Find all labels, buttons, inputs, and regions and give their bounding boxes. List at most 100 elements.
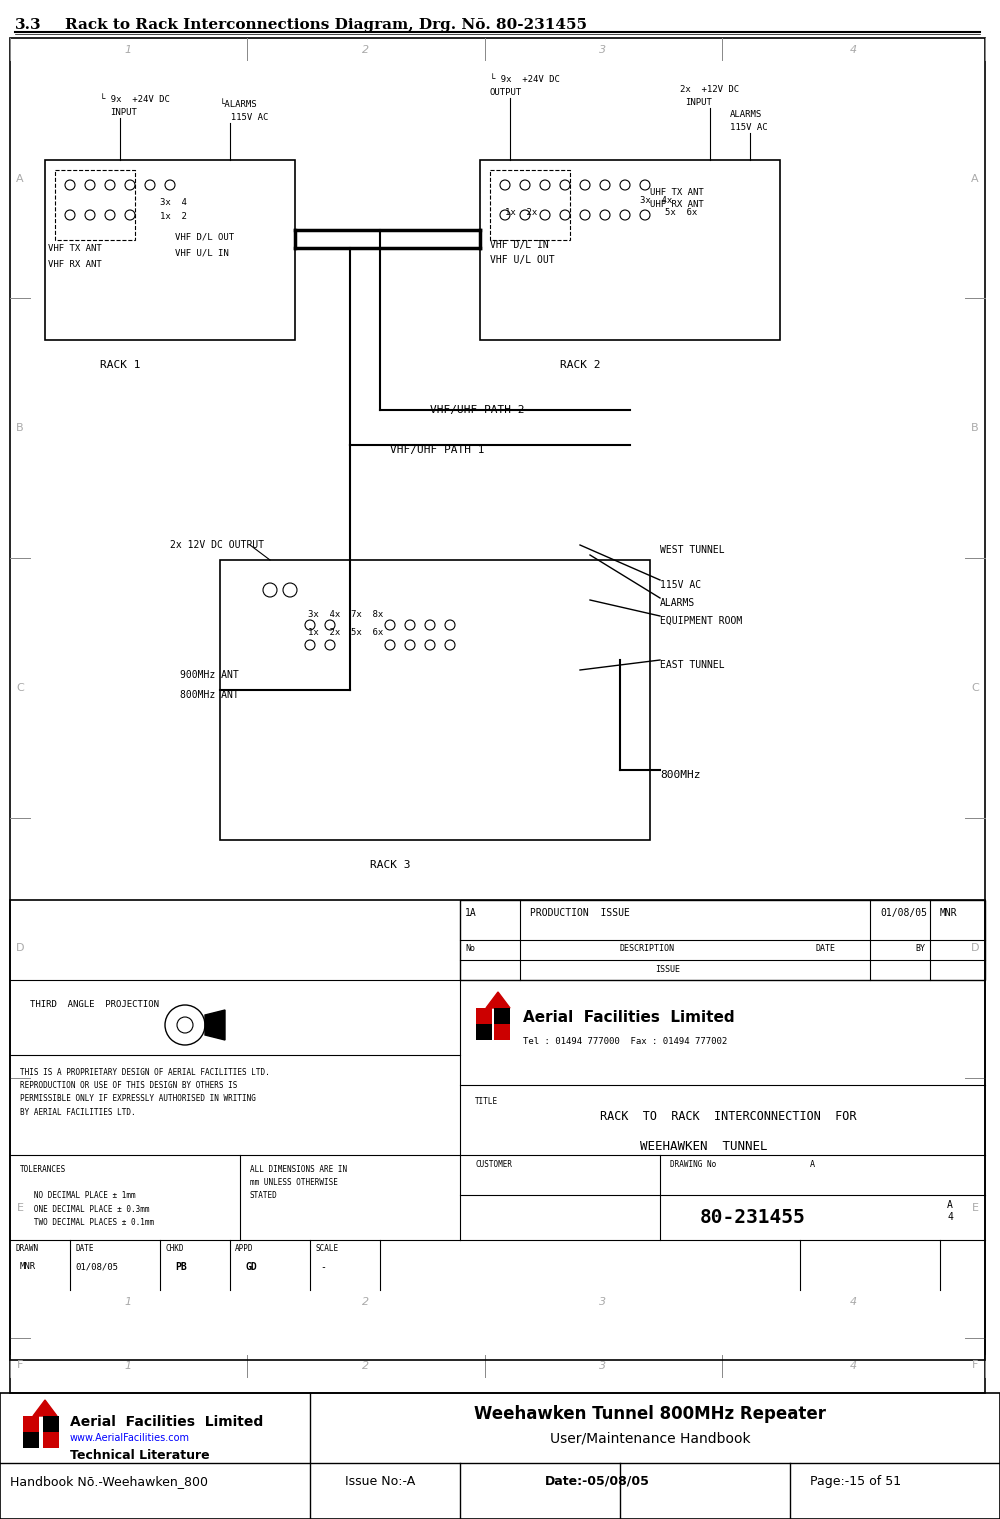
Text: C: C	[971, 684, 979, 693]
Text: OUTPUT: OUTPUT	[490, 88, 522, 97]
Polygon shape	[486, 992, 510, 1009]
Text: MNR: MNR	[940, 908, 958, 917]
Text: INPUT: INPUT	[685, 99, 712, 106]
Text: TOLERANCES

   NO DECIMAL PLACE ± 1mm
   ONE DECIMAL PLACE ± 0.3mm
   TWO DECIMA: TOLERANCES NO DECIMAL PLACE ± 1mm ONE DE…	[20, 1165, 154, 1227]
Text: PB: PB	[175, 1262, 187, 1271]
Text: 2: 2	[362, 46, 370, 55]
Text: └ 9x  +24V DC: └ 9x +24V DC	[490, 74, 560, 84]
Text: VHF D/L OUT: VHF D/L OUT	[175, 232, 234, 242]
Text: MNR: MNR	[20, 1262, 36, 1271]
Text: 3.3: 3.3	[15, 18, 42, 32]
Text: RACK  TO  RACK  INTERCONNECTION  FOR: RACK TO RACK INTERCONNECTION FOR	[600, 1110, 856, 1123]
Text: F: F	[972, 1360, 978, 1370]
Bar	[494, 1009, 510, 1024]
Bar	[10, 899, 985, 1360]
Text: 1: 1	[124, 46, 132, 55]
Bar	[43, 1416, 59, 1432]
Text: DESCRIPTION: DESCRIPTION	[620, 943, 675, 952]
Text: WEEHAWKEN  TUNNEL: WEEHAWKEN TUNNEL	[640, 1139, 768, 1153]
Text: PRODUCTION  ISSUE: PRODUCTION ISSUE	[530, 908, 630, 917]
Text: ALARMS: ALARMS	[660, 598, 695, 608]
Text: APPD: APPD	[235, 1244, 254, 1253]
Text: F: F	[17, 1360, 23, 1370]
Text: E: E	[16, 1203, 24, 1214]
Text: 3x  4: 3x 4	[160, 197, 187, 207]
Text: 1A: 1A	[465, 908, 477, 917]
Text: └ 9x  +24V DC: └ 9x +24V DC	[100, 96, 170, 103]
Bar	[10, 38, 985, 1393]
Text: VHF RX ANT: VHF RX ANT	[48, 260, 102, 269]
Text: 1: 1	[124, 1297, 132, 1306]
Text: E: E	[972, 1203, 978, 1214]
Text: WEST TUNNEL: WEST TUNNEL	[660, 545, 725, 554]
Text: 4: 4	[849, 46, 857, 55]
Text: BY: BY	[915, 943, 925, 952]
Text: DRAWING No: DRAWING No	[670, 1161, 716, 1170]
Text: VHF/UHF PATH 1: VHF/UHF PATH 1	[390, 445, 484, 456]
Text: 115V AC: 115V AC	[220, 112, 268, 122]
Text: 2x 12V DC OUTPUT: 2x 12V DC OUTPUT	[170, 539, 264, 550]
Text: 2: 2	[362, 1361, 370, 1372]
Text: 1x  2x: 1x 2x	[505, 208, 537, 217]
Text: 1x  2: 1x 2	[160, 213, 187, 220]
Text: RACK 3: RACK 3	[370, 860, 411, 870]
Text: └ALARMS: └ALARMS	[220, 100, 258, 109]
Text: 900MHz ANT: 900MHz ANT	[180, 670, 239, 681]
Text: 3: 3	[599, 1297, 607, 1306]
Bar	[480, 159, 780, 340]
Polygon shape	[33, 1401, 57, 1416]
Text: CHKD: CHKD	[165, 1244, 184, 1253]
Text: B: B	[971, 422, 979, 433]
Text: Page:-15 of 51: Page:-15 of 51	[810, 1475, 901, 1489]
Text: CUSTOMER: CUSTOMER	[475, 1161, 512, 1170]
Bar	[490, 170, 570, 240]
Text: User/Maintenance Handbook: User/Maintenance Handbook	[550, 1431, 750, 1445]
Text: Handbook Nō.-Weehawken_800: Handbook Nō.-Weehawken_800	[10, 1475, 208, 1489]
Text: ALARMS: ALARMS	[730, 109, 762, 118]
Text: 01/08/05: 01/08/05	[880, 908, 927, 917]
Text: A
4: A 4	[947, 1200, 953, 1221]
Text: Date:-05/08/05: Date:-05/08/05	[545, 1475, 650, 1489]
Text: GD: GD	[245, 1262, 257, 1271]
Text: VHF U/L IN: VHF U/L IN	[175, 248, 229, 257]
Text: 3x  4x: 3x 4x	[640, 196, 672, 205]
Text: Technical Literature: Technical Literature	[70, 1449, 210, 1461]
Text: D: D	[16, 943, 24, 952]
Text: 80-231455: 80-231455	[700, 1208, 806, 1227]
Text: VHF D/L IN: VHF D/L IN	[490, 240, 549, 251]
Text: INPUT: INPUT	[110, 108, 137, 117]
Text: ALL DIMENSIONS ARE IN
mm UNLESS OTHERWISE
STATED: ALL DIMENSIONS ARE IN mm UNLESS OTHERWIS…	[250, 1165, 347, 1200]
Bar	[23, 1432, 39, 1448]
Text: Weehawken Tunnel 800MHz Repeater: Weehawken Tunnel 800MHz Repeater	[474, 1405, 826, 1423]
Bar	[45, 159, 295, 340]
Text: A: A	[810, 1161, 815, 1170]
Text: No: No	[465, 943, 475, 952]
Text: ISSUE: ISSUE	[655, 965, 680, 974]
Text: B: B	[16, 422, 24, 433]
Text: A: A	[971, 175, 979, 184]
Text: 1x  2x  5x  6x: 1x 2x 5x 6x	[308, 627, 383, 636]
Text: 115V AC: 115V AC	[660, 580, 701, 589]
Text: THIRD  ANGLE  PROJECTION: THIRD ANGLE PROJECTION	[30, 1000, 159, 1009]
Text: UHF TX ANT: UHF TX ANT	[650, 188, 704, 197]
Text: DATE: DATE	[815, 943, 835, 952]
Text: 4: 4	[849, 1297, 857, 1306]
Text: 3: 3	[599, 1361, 607, 1372]
Text: 1: 1	[124, 1361, 132, 1372]
Bar	[494, 1024, 510, 1041]
Text: D: D	[971, 943, 979, 952]
Text: SCALE: SCALE	[315, 1244, 338, 1253]
Text: EQUIPMENT ROOM: EQUIPMENT ROOM	[660, 617, 742, 626]
Bar	[55, 170, 135, 240]
Text: RACK 2: RACK 2	[560, 360, 600, 371]
Text: 3x  4x  7x  8x: 3x 4x 7x 8x	[308, 611, 383, 620]
Text: Issue No:-A: Issue No:-A	[345, 1475, 415, 1489]
Text: www.AerialFacilities.com: www.AerialFacilities.com	[70, 1432, 190, 1443]
Text: VHF U/L OUT: VHF U/L OUT	[490, 255, 555, 264]
Text: A: A	[16, 175, 24, 184]
Text: 2x  +12V DC: 2x +12V DC	[680, 85, 739, 94]
Bar	[476, 1009, 492, 1024]
Text: DATE: DATE	[75, 1244, 94, 1253]
Text: VHF/UHF PATH 2: VHF/UHF PATH 2	[430, 406, 524, 415]
Text: Tel : 01494 777000  Fax : 01494 777002: Tel : 01494 777000 Fax : 01494 777002	[523, 1037, 727, 1047]
